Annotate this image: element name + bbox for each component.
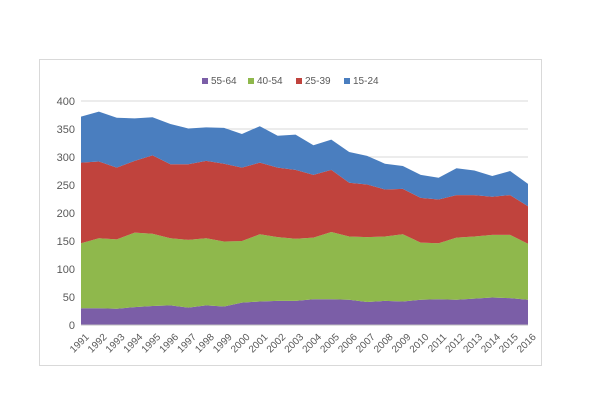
x-tick-label: 1995: [140, 332, 164, 356]
x-tick-label: 2006: [336, 332, 360, 356]
y-tick-label: 350: [57, 124, 75, 136]
legend-swatch: [248, 78, 254, 84]
y-tick-label: 50: [63, 292, 75, 304]
area-55-64: [81, 297, 528, 325]
x-tick-label: 2008: [372, 332, 396, 356]
x-tick-label: 2015: [497, 332, 521, 356]
x-tick-label: 1991: [68, 332, 92, 356]
legend: 55-64 40-54 25-39 15-24: [202, 76, 379, 87]
x-tick-label: 1999: [211, 332, 235, 356]
y-tick-label: 200: [57, 208, 75, 220]
chart-frame: 0 50 100 150 200 250 300 350 400 1991 1992 1993 199…: [39, 59, 542, 366]
legend-label: 25-39: [305, 76, 331, 87]
area-40-54: [81, 232, 528, 309]
x-tick-label: 1993: [104, 332, 128, 356]
x-axis: 1991199219931994199519961997199819992000…: [68, 324, 539, 356]
y-tick-label: 0: [69, 320, 75, 332]
y-tick-label: 400: [57, 96, 75, 108]
area-15-24: [81, 111, 528, 207]
x-tick-label: 2012: [444, 332, 468, 356]
x-tick-label: 2003: [283, 332, 307, 356]
y-tick-label: 300: [57, 152, 75, 164]
x-tick-label: 2009: [390, 332, 414, 356]
x-tick-label: 2016: [515, 332, 539, 356]
x-tick-label: 2000: [229, 332, 253, 356]
x-tick-label: 1998: [193, 332, 217, 356]
x-tick-label: 2002: [265, 332, 289, 356]
x-tick-label: 2007: [354, 332, 378, 356]
x-tick-label: 1992: [86, 332, 110, 356]
y-axis: 0 50 100 150 200 250 300 350 400: [57, 96, 75, 332]
x-tick-label: 2014: [479, 332, 503, 356]
x-tick-label: 2005: [318, 332, 342, 356]
legend-label: 40-54: [257, 76, 283, 87]
y-tick-label: 100: [57, 264, 75, 276]
legend-label: 55-64: [211, 76, 237, 87]
legend-swatch: [296, 78, 302, 84]
x-tick-label: 1994: [122, 332, 146, 356]
y-tick-label: 250: [57, 180, 75, 192]
x-tick-label: 2004: [301, 332, 325, 356]
y-tick-label: 150: [57, 236, 75, 248]
x-tick-label: 1996: [158, 332, 182, 356]
x-tick-label: 2013: [461, 332, 485, 356]
area-series: [81, 111, 528, 325]
area-25-39: [81, 155, 528, 244]
x-tick-label: 2010: [408, 332, 432, 356]
legend-swatch: [344, 78, 350, 84]
x-tick-label: 1997: [175, 332, 199, 356]
legend-swatch: [202, 78, 208, 84]
legend-label: 15-24: [353, 76, 379, 87]
x-tick-label: 2001: [247, 332, 271, 356]
